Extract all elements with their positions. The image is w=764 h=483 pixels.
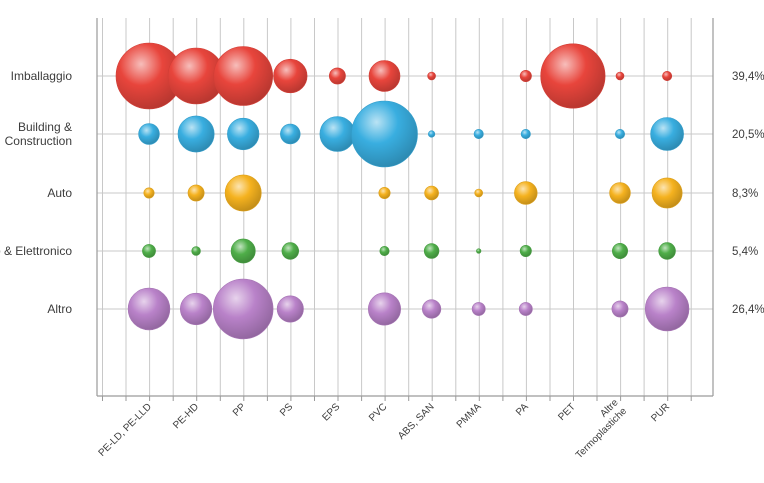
bubble-point: PS — Imballaggio: 26 xyxy=(273,58,308,94)
row-share-label: 20,5% xyxy=(732,129,764,141)
bubble-point: Altre Termoplastiche — Auto: 10 xyxy=(609,182,631,204)
bubble-point: ABS, SAN — Auto: 4.5 xyxy=(424,185,439,201)
bubble-point: PP — Altro: 82 xyxy=(213,278,274,340)
x-tick-label: PET xyxy=(556,402,578,424)
bubble-point: Altre Termoplastiche — Imballaggio: 1.5 xyxy=(615,71,625,81)
bubble-point: PE-HD — Auto: 6 xyxy=(187,184,205,202)
row-share-label: 39,4% xyxy=(732,71,764,83)
x-tick-label-group: PMMA xyxy=(455,401,484,430)
x-tick-label: EPS xyxy=(320,401,342,423)
bubble-point: PP — Building & Construction: 23 xyxy=(227,117,260,151)
bubble-point: PS — Building & Construction: 9 xyxy=(280,123,301,145)
bubble-point: PVC — Elettrico & Elettronico: 2 xyxy=(379,246,390,257)
x-tick-label-group: ABS, SAN xyxy=(396,402,436,442)
bubble-point: Altre Termoplastiche — Elettrico & Elett… xyxy=(611,243,628,260)
x-tick-label-group: PP xyxy=(231,401,248,418)
bubble-point: PE-LD, PE-LLD — Altro: 40 xyxy=(127,287,171,331)
x-tick-label: ABS, SAN xyxy=(396,402,436,442)
bubble-point: PP — Elettrico & Elettronico: 13.5 xyxy=(230,238,256,264)
bubble-point: ABS, SAN — Building & Construction: 1 xyxy=(428,130,436,138)
x-tick-label-group: PVC xyxy=(367,402,389,424)
row-label: Altro xyxy=(47,302,72,316)
bubble-point: PE-HD — Building & Construction: 30 xyxy=(177,115,215,153)
bubble-point: PVC — Imballaggio: 22 xyxy=(368,60,401,92)
bubble-point: PE-HD — Elettrico & Elettronico: 1.8 xyxy=(191,246,201,256)
bubble-point: PA — Elettrico & Elettronico: 3 xyxy=(519,245,532,258)
bubble-point: PUR — Imballaggio: 2 xyxy=(662,71,673,82)
bubble-point: PUR — Building & Construction: 25 xyxy=(650,117,684,151)
bubble-point: PA — Building & Construction: 2 xyxy=(520,129,531,140)
bubble-point: ABS, SAN — Altro: 8 xyxy=(422,299,442,319)
bubble-point: PVC — Auto: 3 xyxy=(378,187,391,200)
bubble-point: EPS — Imballaggio: 6 xyxy=(328,67,346,85)
bubble-point: ABS, SAN — Elettrico & Elettronico: 5 xyxy=(423,243,440,259)
bubble-point: PA — Imballaggio: 3 xyxy=(519,70,532,83)
bubble-point: PVC — Altro: 24 xyxy=(367,292,401,326)
x-tick-label: PE-LD, PE-LLD xyxy=(97,402,154,459)
x-tick-label: PUR xyxy=(649,402,672,425)
row-share-label: 26,4% xyxy=(732,304,764,316)
bubble-point: PMMA — Auto: 1.5 xyxy=(474,188,484,198)
bubble-point: PE-HD — Altro: 23 xyxy=(180,292,213,326)
x-tick-label: PS xyxy=(278,401,295,418)
bubble-point: PMMA — Elettrico & Elettronico: 0.5 xyxy=(476,248,482,254)
x-tick-label: PA xyxy=(514,401,531,418)
bubble-point: PE-LD, PE-LLD — Auto: 2.5 xyxy=(143,187,155,199)
row-label: Imballaggio xyxy=(11,69,73,83)
x-tick-label: PP xyxy=(231,401,248,418)
bubble-point: EPS — Building & Construction: 28 xyxy=(319,116,356,152)
row-share-label: 5,4% xyxy=(732,246,758,258)
row-label: Construction xyxy=(5,134,72,148)
bubble-point: PE-LD, PE-LLD — Elettrico & Elettronico:… xyxy=(142,244,156,258)
row-share-label: 8,3% xyxy=(732,188,758,200)
bubble-point: PS — Altro: 16 xyxy=(276,295,304,323)
x-tick-label: PE-HD xyxy=(171,402,201,432)
x-tick-label: PMMA xyxy=(455,401,484,430)
x-tick-label-group: EPS xyxy=(320,401,342,423)
x-tick-label-group: PUR xyxy=(649,402,672,425)
x-tick-label-group: PE-HD xyxy=(171,402,201,432)
bubble-point: PP — Auto: 30 xyxy=(224,174,262,212)
x-tick-label: PVC xyxy=(367,402,389,424)
bubble-point: Altre Termoplastiche — Altro: 6 xyxy=(611,300,629,318)
bubble-point: PE-LD, PE-LLD — Building & Construction:… xyxy=(138,123,160,145)
bubble-point: PP — Imballaggio: 80 xyxy=(213,46,273,106)
bubble-point: PVC — Building & Construction: 100 xyxy=(351,100,418,168)
bubble-point: PA — Altro: 4 xyxy=(518,302,533,316)
bubble-point: PMMA — Altro: 4 xyxy=(471,302,486,316)
row-label: Auto xyxy=(47,186,72,200)
bubble-point: PA — Auto: 12 xyxy=(514,181,538,205)
bubble-point: PUR — Elettrico & Elettronico: 6.5 xyxy=(658,242,676,260)
bubble-point: PMMA — Building & Construction: 2 xyxy=(473,129,484,140)
bubble-point: PS — Elettrico & Elettronico: 6.5 xyxy=(281,242,299,260)
row-label: Building & xyxy=(18,120,72,134)
x-tick-label-group: PET xyxy=(556,402,578,424)
x-tick-label-group: PA xyxy=(514,401,531,418)
x-tick-label-group: PE-LD, PE-LLD xyxy=(97,402,154,459)
bubble-point: PUR — Altro: 44 xyxy=(644,286,690,332)
bubble-point: ABS, SAN — Imballaggio: 1.5 xyxy=(427,71,436,81)
bubble-point: Altre Termoplastiche — Building & Constr… xyxy=(614,129,625,140)
x-tick-label-group: PS xyxy=(278,401,295,418)
row-label: Elettrico & Elettronico xyxy=(0,244,72,258)
bubble-point: PUR — Auto: 21 xyxy=(651,177,683,209)
bubble-point: PET — Imballaggio: 95 xyxy=(540,43,606,109)
